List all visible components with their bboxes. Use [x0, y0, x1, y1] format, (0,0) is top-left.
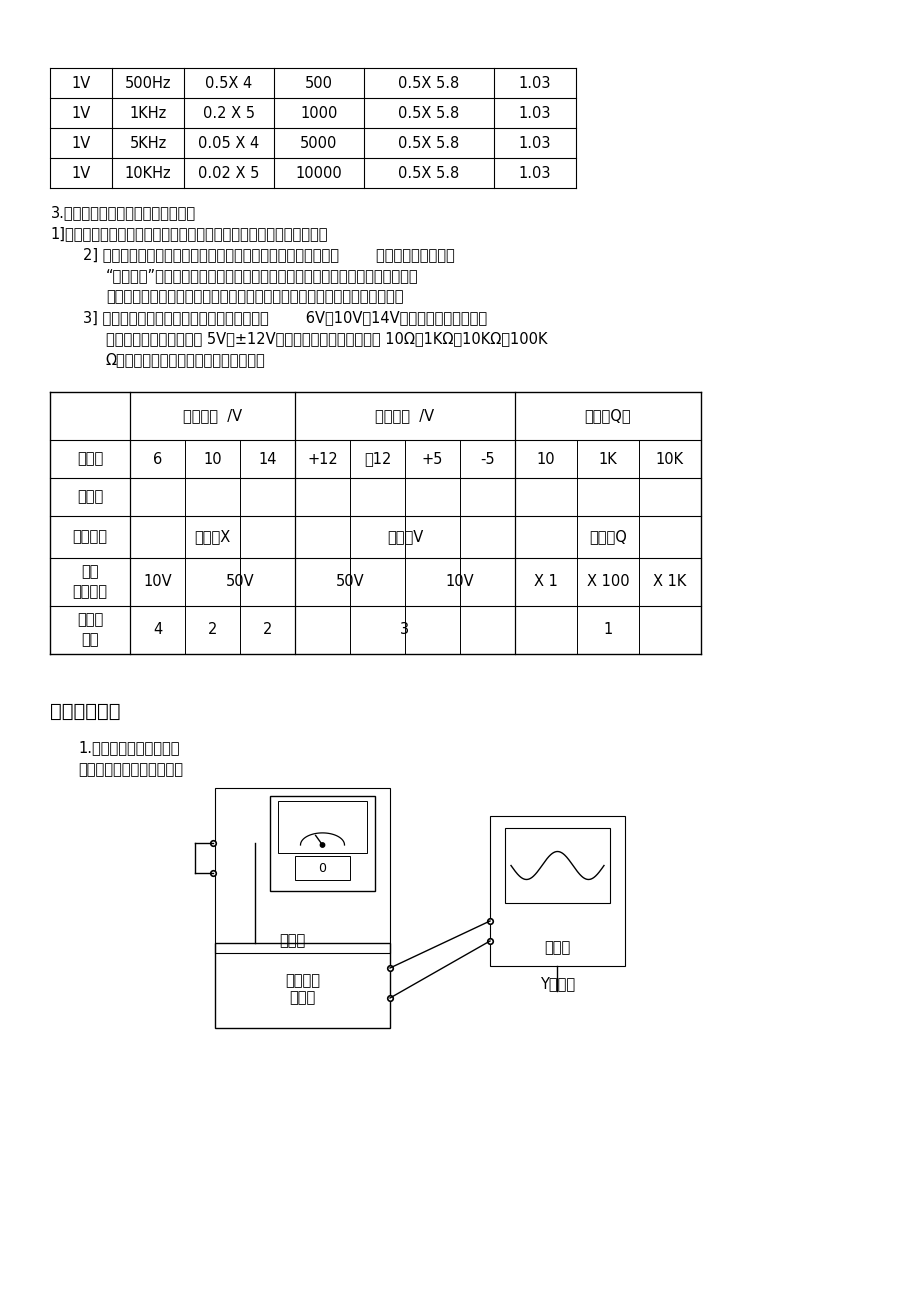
Bar	[278, 801, 367, 853]
Text: 6: 6	[153, 452, 162, 466]
Text: 验箱上的直流电源电压土 5V、±12V；用电阻档测量实验箱上的 10Ω、1KΩ、10KΩ、100K: 验箱上的直流电源电压土 5V、±12V；用电阻档测量实验箱上的 10Ω、1KΩ、…	[106, 331, 547, 347]
Text: 10K: 10K	[655, 452, 684, 466]
Text: 直流电压  /V: 直流电压 /V	[375, 409, 434, 423]
Text: 1.画出各仪器的接线图。: 1.画出各仪器的接线图。	[78, 740, 179, 754]
Text: 1.03: 1.03	[518, 165, 550, 181]
Text: 示波器: 示波器	[544, 941, 570, 955]
Text: 档位
（量程）: 档位 （量程）	[73, 564, 108, 599]
Circle shape	[320, 843, 324, 847]
Text: 1: 1	[603, 623, 612, 637]
Text: 毫伏表: 毫伏表	[279, 933, 305, 949]
Text: Ω电阻器，将测量结果记入自拟表格中。: Ω电阻器，将测量结果记入自拟表格中。	[106, 352, 266, 367]
Text: 0.05 X 4: 0.05 X 4	[199, 136, 259, 151]
Text: 实测值: 实测值	[77, 490, 103, 504]
Text: 1V: 1V	[72, 136, 91, 151]
Text: 刻度线
序号: 刻度线 序号	[77, 612, 103, 648]
Text: 1000: 1000	[300, 106, 337, 120]
Bar	[295, 856, 349, 880]
Text: 50V: 50V	[335, 575, 364, 589]
Text: 交流电压  /V: 交流电压 /V	[183, 409, 242, 423]
Text: 0.5X 5.8: 0.5X 5.8	[398, 165, 460, 181]
Text: 2: 2	[208, 623, 217, 637]
Bar	[490, 816, 624, 966]
Text: 之量，但不能小于被测之量。测电阻时每换一次量程，必须要重新电气调零。: 之量，但不能小于被测之量。测电阻时每换一次量程，必须要重新电气调零。	[106, 289, 403, 304]
Text: 3: 3	[400, 623, 409, 637]
Text: 2] 将万用表水平放置，使用前应检查指针是否在标尺的起点上，        如果偏移了，可调节: 2] 将万用表水平放置，使用前应检查指针是否在标尺的起点上， 如果偏移了，可调节	[83, 248, 454, 262]
Text: 0: 0	[318, 861, 326, 874]
Bar	[269, 796, 375, 891]
Text: “机械调零”，使它回到标尺的起点上。测量时注意量程选择应尽可能接近于被测: “机械调零”，使它回到标尺的起点上。测量时注意量程选择应尽可能接近于被测	[106, 268, 418, 283]
Text: 10000: 10000	[295, 165, 342, 181]
Text: 0.02 X 5: 0.02 X 5	[199, 165, 259, 181]
Text: 0.2 X 5: 0.2 X 5	[203, 106, 255, 120]
Text: X 1K: X 1K	[652, 575, 686, 589]
Text: 1.03: 1.03	[518, 136, 550, 151]
Text: 1.03: 1.03	[518, 106, 550, 120]
Text: 五、实验报告: 五、实验报告	[50, 702, 120, 721]
Text: 5KHz: 5KHz	[130, 136, 166, 151]
Text: 答：各仪器的接线图如下：: 答：各仪器的接线图如下：	[78, 762, 183, 777]
Text: 500Hz: 500Hz	[125, 76, 171, 90]
Text: 0.5X 5.8: 0.5X 5.8	[398, 76, 460, 90]
Text: 1.03: 1.03	[518, 76, 550, 90]
Text: 1KHz: 1KHz	[130, 106, 166, 120]
Text: Y轴输入: Y轴输入	[539, 976, 574, 992]
Text: 发生器: 发生器	[289, 990, 315, 1005]
Text: 万用表Q: 万用表Q	[588, 529, 626, 545]
Text: 5000: 5000	[300, 136, 337, 151]
Text: 10: 10	[203, 452, 221, 466]
Bar	[215, 788, 390, 952]
Text: 电阻〔Q〕: 电阻〔Q〕	[584, 409, 630, 423]
Text: 1]翻开模拟电路实验箱的筱盖，熟惉实验箱的结构、功能和使用方法。: 1]翻开模拟电路实验箱的筱盖，熟惉实验箱的结构、功能和使用方法。	[51, 227, 328, 241]
Text: 4: 4	[153, 623, 162, 637]
Text: 500: 500	[305, 76, 333, 90]
Bar	[215, 943, 390, 1028]
Bar	[505, 827, 609, 903]
Text: -5: -5	[480, 452, 494, 466]
Text: 标称值: 标称值	[77, 452, 103, 466]
Text: 1K: 1K	[598, 452, 617, 466]
Text: 10V: 10V	[445, 575, 474, 589]
Text: －12: －12	[363, 452, 391, 466]
Text: X 1: X 1	[534, 575, 557, 589]
Text: 1V: 1V	[72, 106, 91, 120]
Text: 低频信号: 低频信号	[285, 973, 320, 988]
Text: 测量仪表: 测量仪表	[73, 529, 108, 545]
Text: 10V: 10V	[143, 575, 172, 589]
Text: 50V: 50V	[225, 575, 254, 589]
Text: 万用表V: 万用表V	[387, 529, 423, 545]
Text: +12: +12	[307, 452, 337, 466]
Text: 10KHz: 10KHz	[125, 165, 171, 181]
Text: X 100: X 100	[586, 575, 629, 589]
Text: 0.5X 4: 0.5X 4	[205, 76, 253, 90]
Text: 3.交流电压、直流电压及电阻的测量: 3.交流电压、直流电压及电阻的测量	[51, 205, 196, 220]
Text: +5: +5	[421, 452, 443, 466]
Text: 14: 14	[258, 452, 277, 466]
Text: 10: 10	[536, 452, 555, 466]
Text: 万用表X: 万用表X	[194, 529, 231, 545]
Text: 2: 2	[263, 623, 272, 637]
Text: 0.5X 5.8: 0.5X 5.8	[398, 106, 460, 120]
Text: 0.5X 5.8: 0.5X 5.8	[398, 136, 460, 151]
Text: 1V: 1V	[72, 165, 91, 181]
Text: 1V: 1V	[72, 76, 91, 90]
Text: 3] 用交流电压档测量实验箱上的交流电源电压        6V、10V、14V；用直流电压档测量实: 3] 用交流电压档测量实验箱上的交流电源电压 6V、10V、14V；用直流电压档…	[83, 310, 486, 326]
